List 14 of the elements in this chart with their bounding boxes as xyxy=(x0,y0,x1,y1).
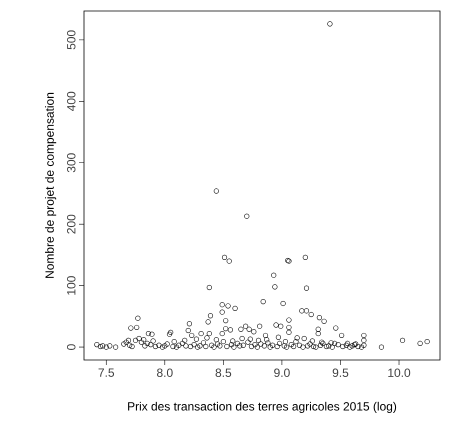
x-tick-label: 10.0 xyxy=(388,368,410,377)
y-tick-label: 0 xyxy=(67,344,76,350)
y-tick-label: 100 xyxy=(67,276,76,295)
x-tick-label: 8.0 xyxy=(157,368,173,377)
y-tick-label: 400 xyxy=(67,92,76,112)
y-axis-title: Nombre de projet de compensation xyxy=(45,92,56,278)
y-tick-label: 200 xyxy=(67,214,76,234)
x-tick-label: 7.5 xyxy=(98,368,114,377)
y-tick-label: 300 xyxy=(67,153,76,172)
y-tick-label: 500 xyxy=(67,30,76,50)
x-axis-title: Prix des transaction des terres agricoles 2015 (log) xyxy=(128,402,396,413)
x-tick-label: 8.5 xyxy=(216,368,232,377)
x-tick-label: 9.5 xyxy=(332,368,348,377)
x-tick-label: 9.0 xyxy=(274,368,290,377)
